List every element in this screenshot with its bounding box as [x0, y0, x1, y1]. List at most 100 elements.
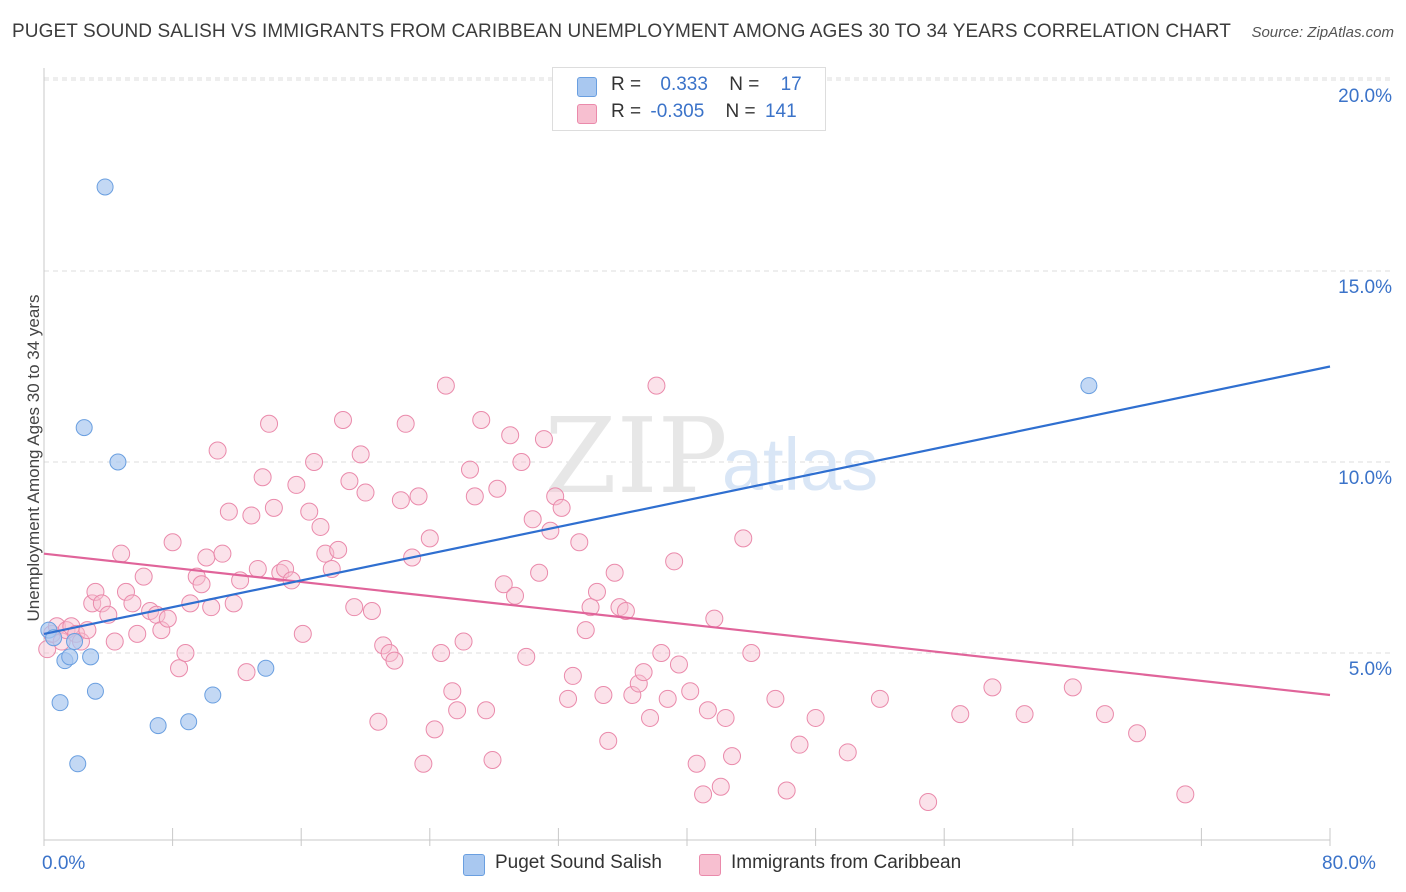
trend-line-salish [43, 365, 1331, 635]
data-point-caribbean [669, 655, 688, 674]
data-point-caribbean [552, 498, 571, 517]
data-point-salish [109, 453, 127, 471]
data-point-caribbean [599, 731, 618, 750]
legend-swatch-salish [577, 77, 597, 97]
data-point-caribbean [448, 701, 467, 720]
data-point-caribbean [546, 487, 565, 506]
data-point-caribbean [158, 609, 177, 628]
data-point-caribbean [687, 754, 706, 773]
data-point-caribbean [163, 533, 182, 552]
data-point-salish [61, 648, 79, 666]
data-point-caribbean [123, 594, 142, 613]
data-point-caribbean [345, 598, 364, 617]
data-point-caribbean [300, 502, 319, 521]
data-point-caribbean [436, 376, 455, 395]
data-point-caribbean [276, 559, 295, 578]
data-point-caribbean [951, 705, 970, 724]
data-point-caribbean [766, 689, 785, 708]
legend-r-label: R = [611, 101, 642, 122]
data-point-caribbean [425, 720, 444, 739]
data-point-salish [180, 713, 198, 731]
data-point-caribbean [208, 441, 227, 460]
data-point-caribbean [1128, 724, 1147, 743]
data-point-caribbean [248, 559, 267, 578]
data-point-caribbean [681, 682, 700, 701]
data-point-caribbean [698, 701, 717, 720]
gridlines [44, 77, 1394, 654]
series-salish-points [40, 178, 1098, 773]
data-point-caribbean [287, 475, 306, 494]
data-point-caribbean [534, 430, 553, 449]
data-point-caribbean [658, 689, 677, 708]
data-point-caribbean [224, 594, 243, 613]
data-point-caribbean [391, 491, 410, 510]
data-point-salish [1080, 377, 1098, 395]
data-point-caribbean [616, 601, 635, 620]
data-point-salish [257, 659, 275, 677]
data-point-caribbean [237, 663, 256, 682]
axes [43, 68, 1331, 846]
legend-r-label: R = [611, 74, 642, 95]
data-point-caribbean [723, 747, 742, 766]
data-point-caribbean [409, 487, 428, 506]
data-point-caribbean [432, 644, 451, 662]
data-point-caribbean [1095, 705, 1114, 724]
x-tick-label-min: 0.0% [42, 853, 86, 874]
legend-n-value: 141 [764, 101, 797, 122]
data-point-caribbean [219, 502, 238, 521]
data-point-caribbean [587, 582, 606, 601]
data-point-caribbean [112, 544, 131, 563]
legend-swatch-caribbean [577, 104, 597, 124]
legend-label-salish: Puget Sound Salish [495, 852, 662, 873]
data-point-caribbean [443, 682, 462, 701]
data-point-caribbean [1063, 678, 1082, 697]
legend-label-caribbean: Immigrants from Caribbean [731, 852, 962, 873]
data-point-caribbean [472, 410, 491, 429]
legend-r-value: -0.305 [650, 101, 705, 122]
data-point-caribbean [652, 644, 671, 662]
data-point-caribbean [665, 552, 684, 571]
data-point-salish [66, 633, 84, 651]
trend-line-caribbean [43, 552, 1331, 697]
data-point-caribbean [647, 376, 666, 395]
data-point-caribbean [152, 621, 171, 640]
data-point-caribbean [170, 659, 189, 678]
x-tick-label-max: 80.0% [1322, 853, 1376, 874]
data-point-caribbean [385, 651, 404, 670]
data-point-caribbean [634, 663, 653, 682]
data-point-caribbean [197, 548, 216, 567]
data-point-caribbean [919, 792, 938, 811]
data-point-caribbean [777, 781, 796, 800]
data-point-caribbean [420, 529, 439, 548]
data-point-caribbean [641, 708, 660, 727]
data-point-caribbean [838, 743, 857, 762]
legend-n-label: N = [725, 101, 756, 122]
data-point-caribbean [362, 601, 381, 620]
legend-n-value: 17 [780, 74, 802, 95]
legend-swatch-caribbean [699, 854, 721, 876]
data-point-caribbean [116, 582, 135, 601]
data-point-salish [82, 648, 100, 666]
data-point-caribbean [559, 689, 578, 708]
data-point-caribbean [488, 479, 507, 498]
data-point-caribbean [134, 567, 153, 586]
data-point-caribbean [311, 517, 330, 536]
data-point-caribbean [1176, 785, 1195, 804]
series-caribbean-points [38, 376, 1195, 811]
legend-n-label: N = [729, 74, 760, 95]
data-point-caribbean [465, 487, 484, 506]
data-point-caribbean [369, 712, 388, 731]
data-point-caribbean [356, 483, 375, 502]
data-point-caribbean [351, 445, 370, 464]
data-point-caribbean [623, 686, 642, 705]
trend-lines [43, 365, 1331, 697]
data-point-caribbean [477, 701, 496, 720]
data-point-caribbean [454, 632, 473, 651]
source-note: Source: ZipAtlas.com [1251, 24, 1394, 41]
data-point-caribbean [570, 533, 589, 552]
data-point-caribbean [176, 644, 195, 662]
y-tick-label-15: 15.0% [1338, 277, 1392, 298]
data-point-caribbean [734, 529, 753, 548]
